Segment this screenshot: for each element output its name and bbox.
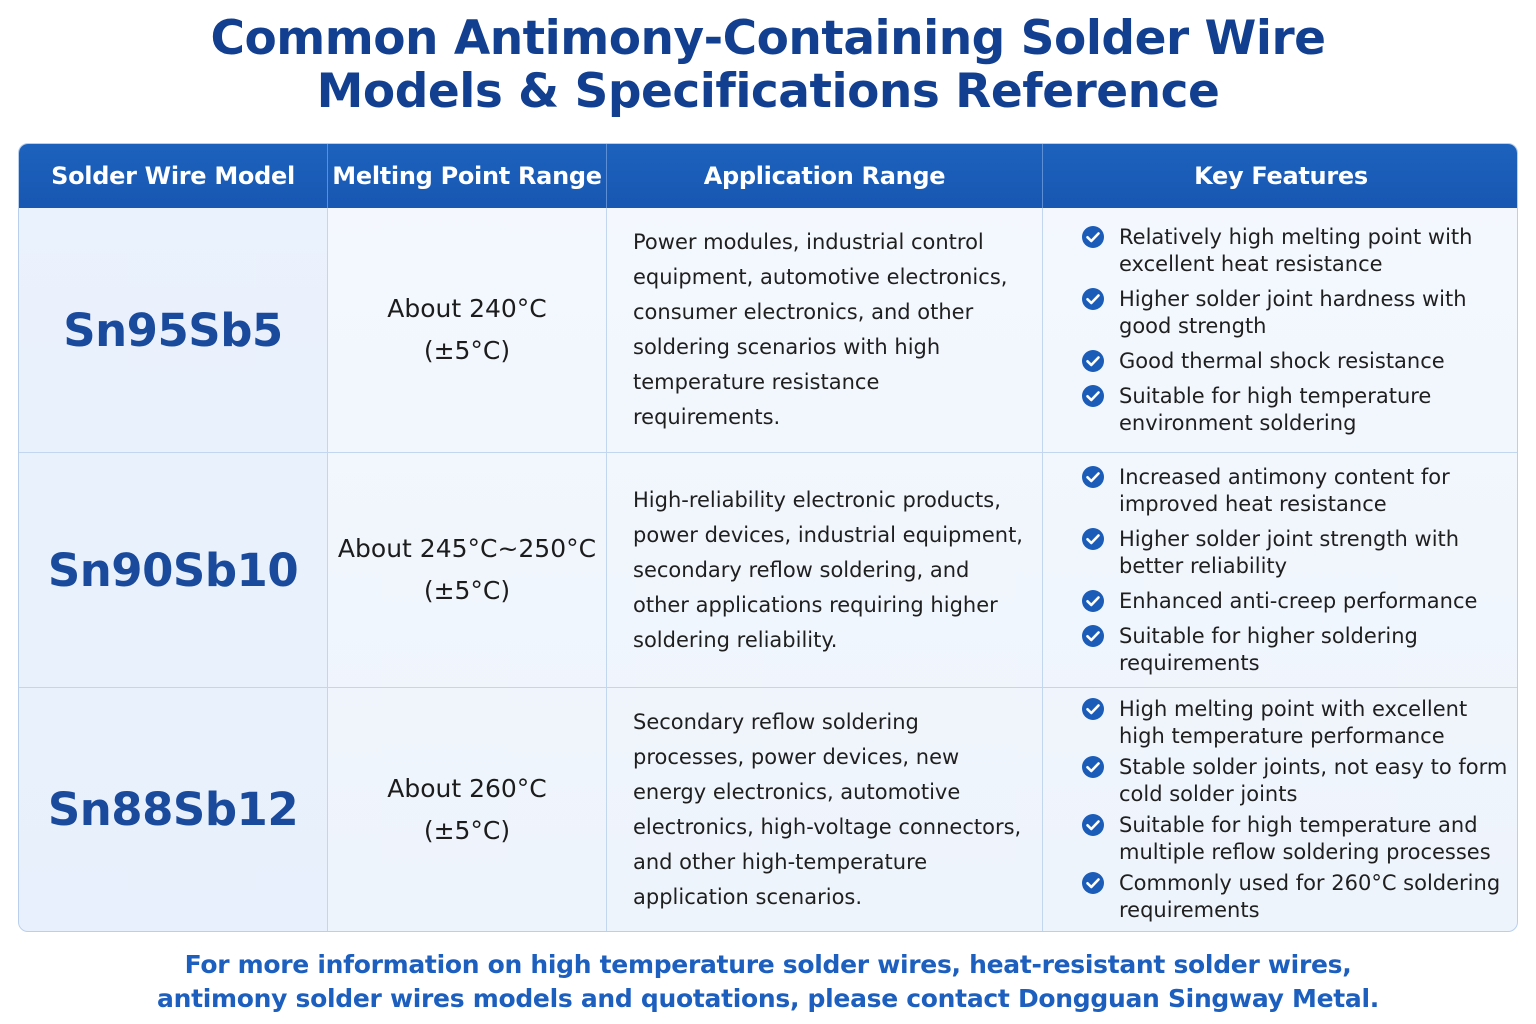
features-cell: Increased antimony content for improved …: [1043, 453, 1517, 687]
page-title: Common Antimony-Containing Solder Wire M…: [0, 12, 1536, 118]
melting-value: About 240°C: [387, 294, 547, 323]
feature-item: Suitable for high temperature environmen…: [1081, 383, 1509, 437]
feature-item: Increased antimony content for improved …: [1081, 464, 1509, 518]
feature-text: Increased antimony content for improved …: [1119, 464, 1450, 516]
check-circle-icon: [1082, 871, 1104, 894]
footer-line-1: For more information on high temperature…: [184, 950, 1352, 979]
application-cell: Power modules, industrial control equipm…: [607, 208, 1043, 452]
melting-tolerance: (±5°C): [423, 815, 511, 845]
feature-item: Suitable for higher soldering requiremen…: [1081, 623, 1509, 677]
melting-value: About 260°C: [387, 773, 547, 803]
application-cell: Secondary reflow soldering processes, po…: [607, 688, 1043, 931]
feature-item: High melting point with excellent high t…: [1081, 696, 1509, 750]
feature-text: High melting point with excellent high t…: [1119, 696, 1468, 748]
model-cell: Sn88Sb12: [19, 688, 328, 931]
feature-item: Good thermal shock resistance: [1081, 348, 1445, 375]
melting-cell: About 260°C (±5°C): [328, 688, 607, 931]
header-application: Application Range: [607, 144, 1043, 208]
feature-item: Stable solder joints, not easy to form c…: [1081, 754, 1509, 808]
feature-text: Good thermal shock resistance: [1119, 348, 1445, 373]
table-row: Sn88Sb12 About 260°C (±5°C) Secondary re…: [19, 687, 1517, 931]
melting-cell: About 240°C (±5°C): [328, 208, 607, 452]
footer-line-2: antimony solder wires models and quotati…: [157, 984, 1379, 1013]
check-circle-icon: [1082, 697, 1104, 720]
feature-text: Suitable for high temperature environmen…: [1119, 383, 1432, 435]
application-cell: High-reliability electronic products, po…: [607, 453, 1043, 687]
feature-text: Suitable for higher soldering requiremen…: [1119, 623, 1418, 675]
check-circle-icon: [1082, 813, 1104, 836]
feature-text: Relatively high melting point with excel…: [1119, 224, 1473, 276]
application-text: Secondary reflow soldering processes, po…: [633, 709, 1022, 909]
check-circle-icon: [1082, 624, 1104, 647]
feature-text: Higher solder joint hardness with good s…: [1119, 286, 1467, 338]
check-circle-icon: [1082, 589, 1104, 612]
model-cell: Sn90Sb10: [19, 453, 328, 687]
check-circle-icon: [1082, 349, 1104, 372]
header-model: Solder Wire Model: [19, 144, 328, 208]
feature-item: Enhanced anti-creep performance: [1081, 588, 1477, 615]
melting-value: About 245°C~250°C: [337, 534, 597, 563]
spec-table: Solder Wire Model Melting Point Range Ap…: [18, 143, 1518, 932]
table-row: Sn95Sb5 About 240°C (±5°C) Power modules…: [19, 208, 1517, 452]
check-circle-icon: [1082, 465, 1104, 488]
feature-item: Commonly used for 260°C soldering requir…: [1081, 870, 1509, 924]
feature-text: Commonly used for 260°C soldering requir…: [1119, 870, 1501, 922]
title-line-2: Models & Specifications Reference: [316, 64, 1220, 119]
feature-text: Stable solder joints, not easy to form c…: [1119, 754, 1508, 806]
melting-tolerance: (±5°C): [423, 336, 511, 365]
melting-cell: About 245°C~250°C (±5°C): [328, 453, 607, 687]
check-circle-icon: [1082, 384, 1104, 407]
contact-footer: For more information on high temperature…: [0, 948, 1536, 1016]
feature-text: Higher solder joint strength with better…: [1119, 526, 1460, 578]
feature-text: Suitable for high temperature and multip…: [1119, 812, 1491, 864]
feature-text: Enhanced anti-creep performance: [1119, 588, 1478, 613]
check-circle-icon: [1082, 287, 1104, 310]
feature-item: Higher solder joint hardness with good s…: [1081, 286, 1509, 340]
application-text: High-reliability electronic products, po…: [633, 487, 1023, 652]
table-row: Sn90Sb10 About 245°C~250°C (±5°C) High-r…: [19, 452, 1517, 687]
header-melting-point: Melting Point Range: [328, 144, 607, 208]
melting-tolerance: (±5°C): [423, 576, 511, 605]
table-header: Solder Wire Model Melting Point Range Ap…: [19, 144, 1517, 208]
check-circle-icon: [1082, 527, 1104, 550]
check-circle-icon: [1082, 225, 1104, 248]
title-line-1: Common Antimony-Containing Solder Wire: [210, 11, 1326, 66]
features-cell: Relatively high melting point with excel…: [1043, 208, 1517, 452]
feature-item: Relatively high melting point with excel…: [1081, 224, 1509, 278]
features-cell: High melting point with excellent high t…: [1043, 688, 1517, 931]
feature-item: Suitable for high temperature and multip…: [1081, 812, 1509, 866]
table-body: Sn95Sb5 About 240°C (±5°C) Power modules…: [19, 208, 1517, 931]
feature-item: Higher solder joint strength with better…: [1081, 526, 1509, 580]
header-features: Key Features: [1194, 162, 1368, 190]
model-cell: Sn95Sb5: [19, 208, 328, 452]
application-text: Power modules, industrial control equipm…: [633, 230, 1008, 429]
check-circle-icon: [1082, 755, 1104, 778]
